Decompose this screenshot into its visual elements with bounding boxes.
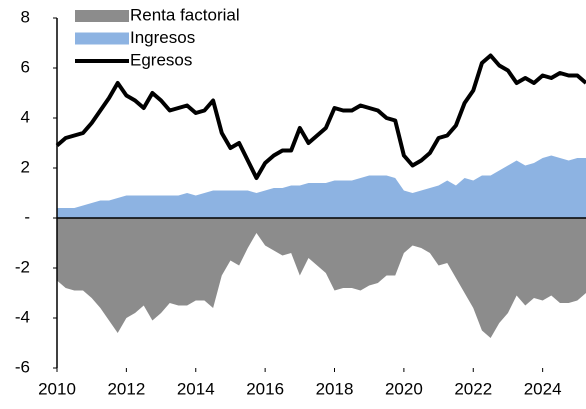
y-tick-label: -6 — [15, 357, 30, 376]
line — [55, 53, 586, 180]
x-tick-label: 2018 — [316, 379, 354, 398]
x-tick-label: 2020 — [385, 379, 423, 398]
y-tick-label: -4 — [15, 307, 30, 326]
x-tick-label: 2022 — [454, 379, 492, 398]
x-tick-label: 2016 — [246, 379, 284, 398]
legend-swatch — [75, 10, 129, 22]
x-tick-label: 2024 — [524, 379, 562, 398]
area — [57, 155, 586, 218]
y-tick-label: 8 — [21, 7, 30, 26]
y-tick-label: 2 — [21, 157, 30, 176]
y-tick-label: 6 — [21, 57, 30, 76]
y-tick-label: - — [24, 207, 30, 226]
x-tick-label: 2012 — [107, 379, 145, 398]
legend-swatch — [75, 32, 129, 45]
x-tick-label: 2014 — [177, 379, 215, 398]
y-tick-label: 4 — [21, 107, 30, 126]
legend-label: Ingresos — [130, 28, 195, 47]
x-tick-label: 2010 — [38, 379, 76, 398]
area — [57, 218, 586, 338]
legend-label: Renta factorial — [130, 5, 240, 24]
y-tick-label: -2 — [15, 257, 30, 276]
legend-label: Egresos — [130, 50, 192, 69]
